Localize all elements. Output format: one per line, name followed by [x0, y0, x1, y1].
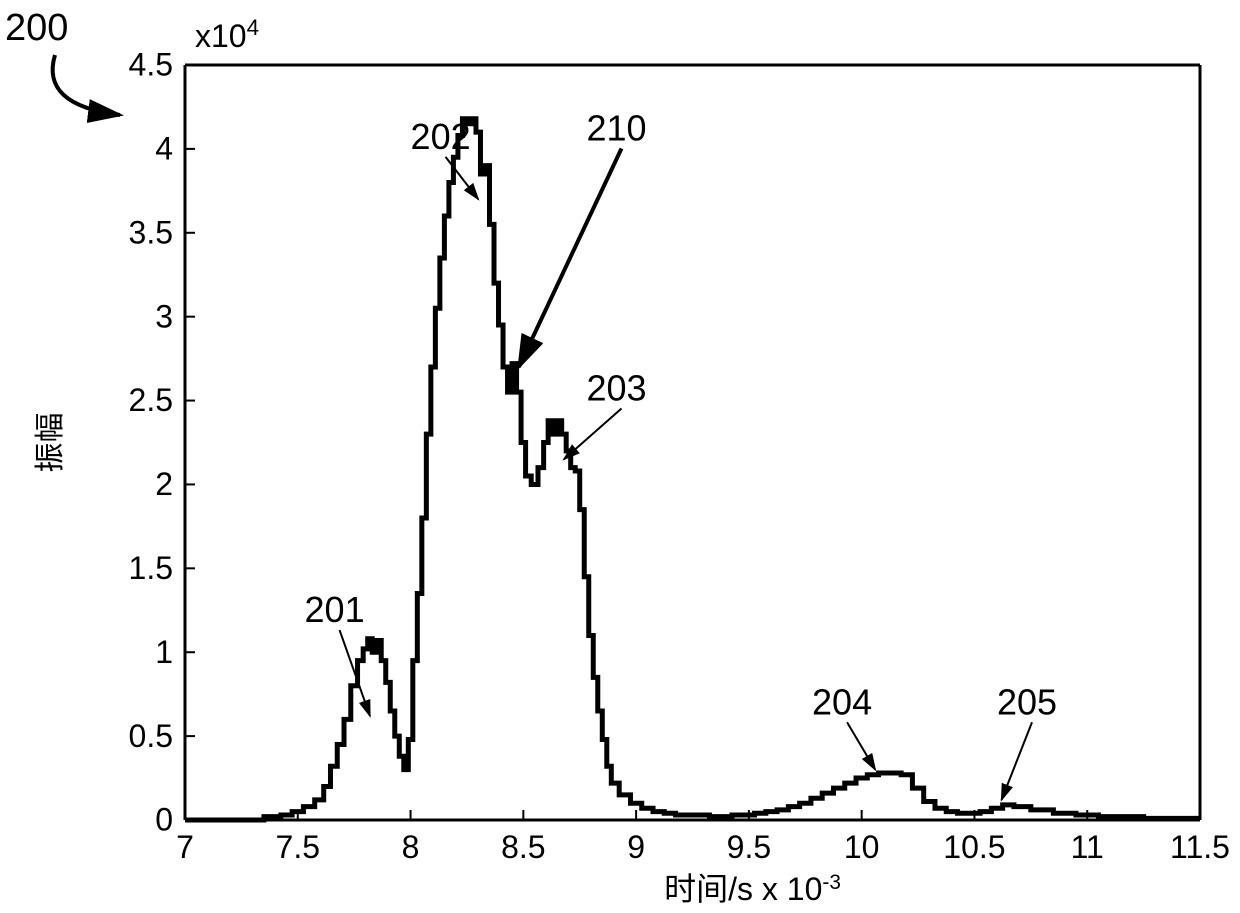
x-tick-label: 11: [1071, 829, 1104, 865]
annotation-label: 204: [812, 681, 872, 722]
y-tick-label: 0.5: [129, 718, 173, 754]
x-tick-label: 7: [176, 829, 194, 865]
x-axis-label: 时间/s x 10-3: [664, 871, 841, 908]
annotation-label: 210: [586, 108, 646, 149]
annotation-label: 201: [305, 589, 365, 630]
y-tick-label: 1: [155, 634, 173, 670]
y-tick-label: 4.5: [129, 47, 173, 83]
x-tick-label: 8: [402, 829, 420, 865]
y-tick-label: 0: [155, 802, 173, 838]
annotation-label: 202: [411, 116, 471, 157]
chart-canvas: 77.588.599.51010.51111.500.511.522.533.5…: [0, 0, 1240, 913]
chart-svg: 77.588.599.51010.51111.500.511.522.533.5…: [0, 0, 1240, 913]
x-tick-label: 7.5: [276, 829, 320, 865]
y-tick-label: 3.5: [129, 214, 173, 250]
figure-reference-arrow: [53, 55, 120, 115]
y-exponent-label: x104: [195, 15, 259, 55]
x-tick-label: 10: [844, 829, 880, 865]
y-tick-label: 2: [155, 466, 173, 502]
annotation-arrow: [1002, 722, 1032, 800]
x-tick-label: 9.5: [727, 829, 771, 865]
figure-reference-label: 200: [5, 7, 68, 49]
x-tick-label: 8.5: [501, 829, 545, 865]
y-axis-label: 振幅: [34, 413, 67, 473]
x-tick-label: 9: [627, 829, 645, 865]
y-tick-label: 3: [155, 298, 173, 334]
x-tick-label: 11.5: [1170, 829, 1230, 865]
annotation-arrow: [847, 722, 875, 769]
y-tick-label: 4: [155, 131, 173, 167]
y-tick-label: 1.5: [129, 550, 173, 586]
y-tick-label: 2.5: [129, 382, 173, 418]
annotation-arrow: [564, 409, 622, 460]
annotation-label: 205: [997, 681, 1057, 722]
x-tick-label: 10.5: [943, 829, 1005, 865]
annotation-arrow: [519, 149, 622, 368]
annotation-label: 203: [586, 368, 646, 409]
